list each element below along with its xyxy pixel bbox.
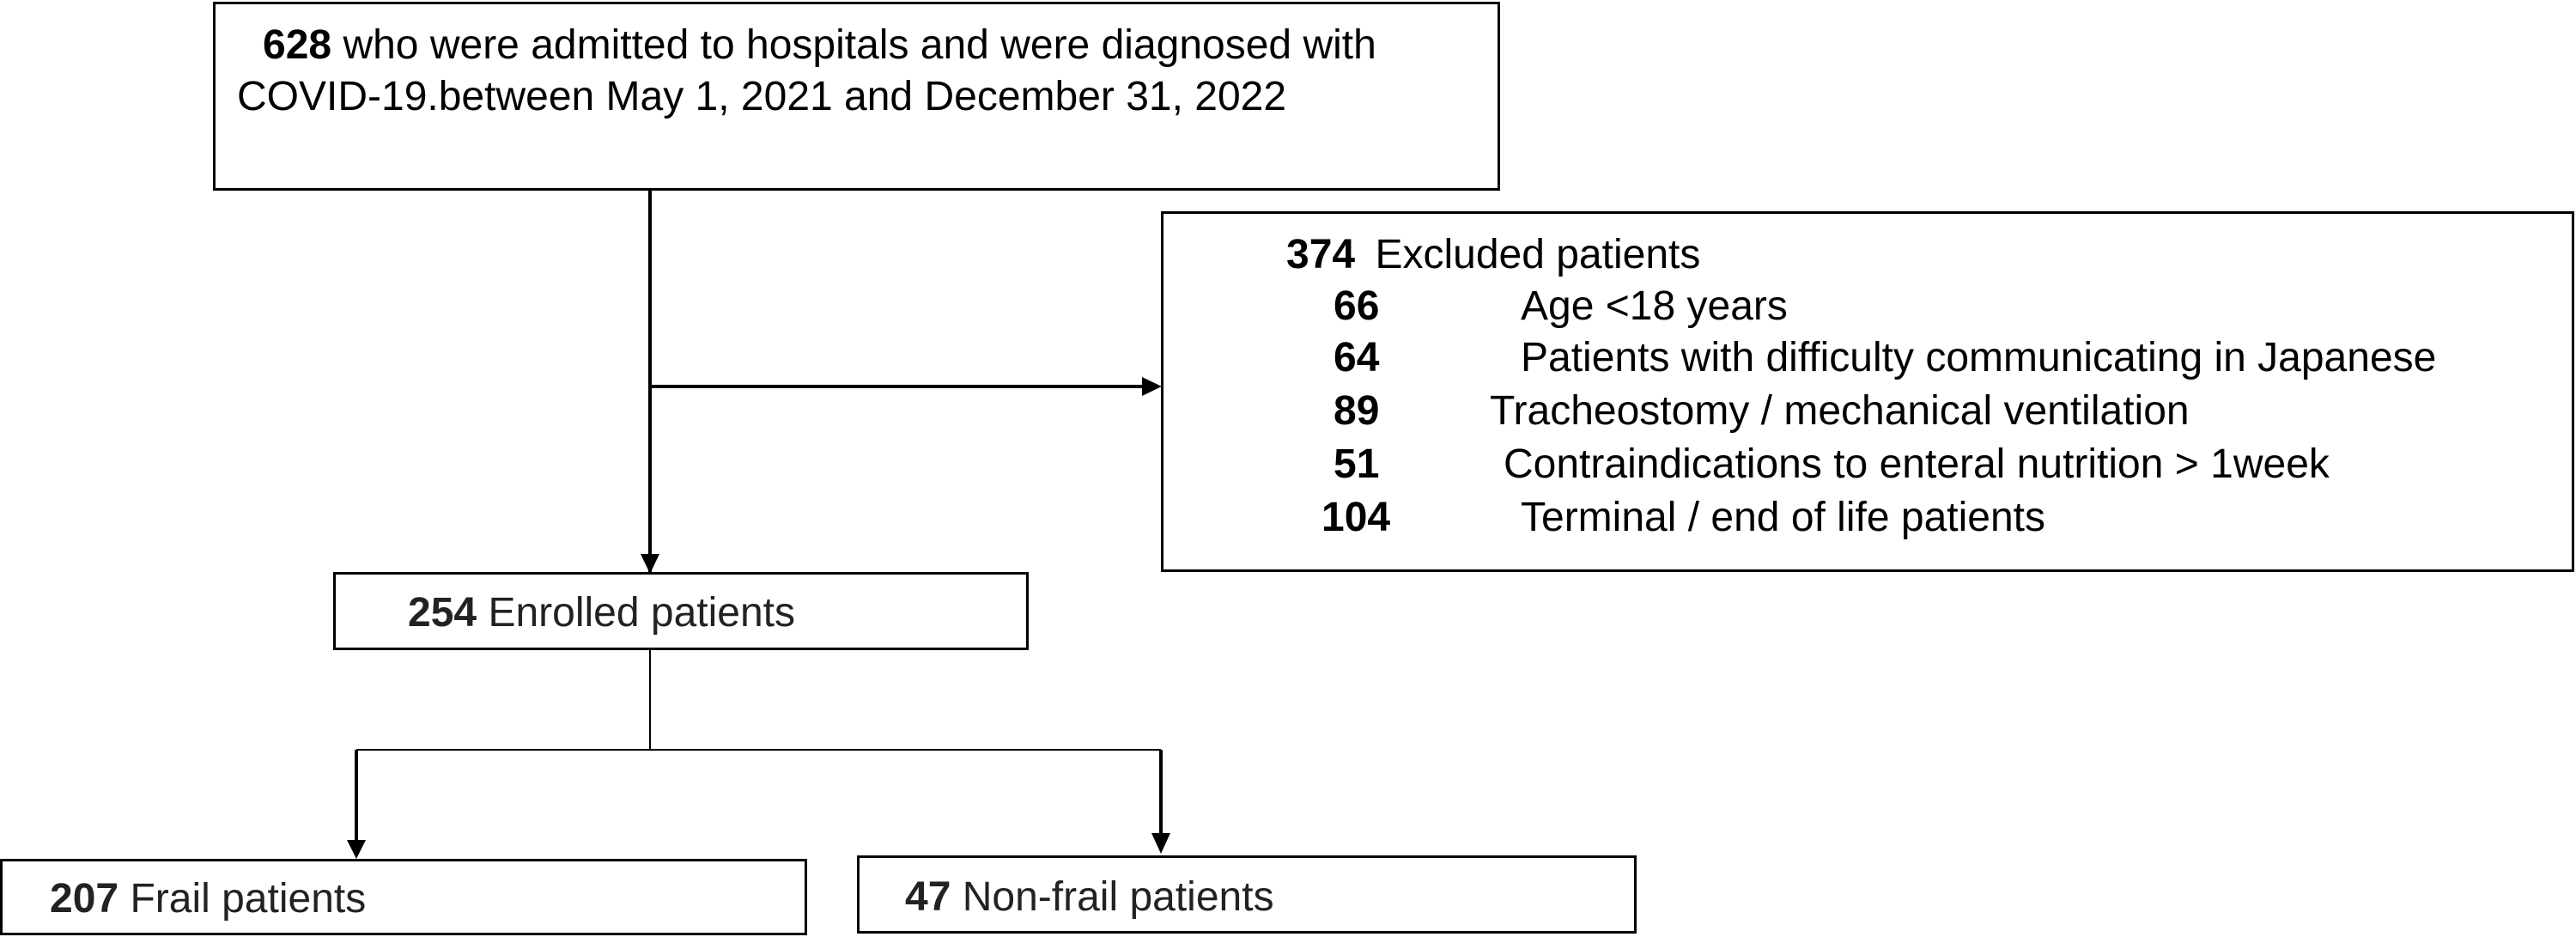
reason-count-enteral: 51 — [1334, 441, 1380, 487]
arrowhead-excluded — [1142, 377, 1162, 396]
admitted-count: 628 — [263, 22, 332, 68]
enrolled-label: Enrolled patients — [488, 590, 795, 636]
admitted-line-1: 628 who were admitted to hospitals and w… — [263, 25, 1376, 66]
frail-box: 207 Frail patients — [0, 859, 807, 935]
arrowhead-enrolled — [641, 554, 659, 574]
excluded-box: 374 Excluded patients 66 Age <18 years 6… — [1161, 211, 2574, 572]
arrowhead-nonfrail — [1151, 833, 1170, 854]
reason-label-tracheostomy: Tracheostomy / mechanical ventilation — [1490, 388, 2190, 434]
nonfrail-text: 47 Non-frail patients — [905, 877, 1274, 918]
enrolled-count: 254 — [408, 590, 477, 636]
admitted-box: 628 who were admitted to hospitals and w… — [213, 2, 1500, 191]
reason-count-language: 64 — [1334, 335, 1380, 380]
reason-label-terminal: Terminal / end of life patients — [1521, 495, 2045, 540]
frail-text: 207 Frail patients — [50, 879, 366, 920]
nonfrail-box: 47 Non-frail patients — [857, 855, 1637, 934]
reason-label-age: Age <18 years — [1521, 283, 1788, 329]
frail-label: Frail patients — [130, 876, 367, 922]
reason-label-language: Patients with difficulty communicating i… — [1521, 335, 2437, 380]
excluded-count: 374 — [1286, 232, 1356, 277]
frail-count: 207 — [50, 876, 119, 922]
nonfrail-count: 47 — [905, 874, 951, 920]
enrolled-box: 254 Enrolled patients — [333, 572, 1029, 650]
excluded-header: 374 Excluded patients — [1286, 234, 1700, 276]
admitted-text-line-1: who were admitted to hospitals and were … — [343, 22, 1376, 68]
nonfrail-label: Non-frail patients — [962, 874, 1274, 920]
reason-count-age: 66 — [1334, 283, 1380, 329]
enrolled-text: 254 Enrolled patients — [408, 593, 795, 634]
admitted-text-line-2: COVID-19.between May 1, 2021 and Decembe… — [237, 74, 1287, 119]
reason-count-tracheostomy: 89 — [1334, 388, 1380, 434]
reason-label-enteral: Contraindications to enteral nutrition >… — [1504, 441, 2330, 487]
reason-count-terminal: 104 — [1321, 495, 1391, 540]
excluded-label: Excluded patients — [1375, 232, 1701, 277]
arrowhead-frail — [347, 840, 366, 859]
